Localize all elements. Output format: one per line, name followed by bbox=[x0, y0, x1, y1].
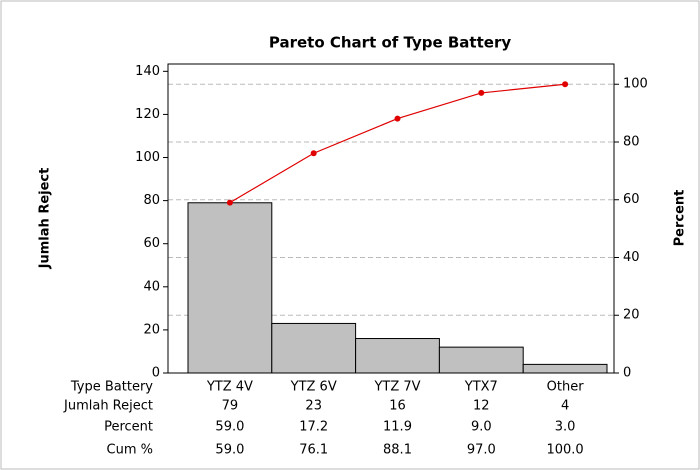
table-row-label: Cum % bbox=[107, 443, 153, 458]
y-tick-label: 80 bbox=[143, 193, 160, 208]
y2-axis-label: Percent bbox=[673, 190, 688, 247]
y-tick-label: 60 bbox=[143, 236, 160, 251]
table-cell: 16 bbox=[389, 399, 406, 414]
table-cell: 23 bbox=[305, 399, 322, 414]
table-row-label: Jumlah Reject bbox=[63, 399, 153, 414]
table-cell: 76.1 bbox=[299, 443, 328, 458]
table-cell: 79 bbox=[222, 399, 239, 414]
bar bbox=[271, 322, 357, 374]
chart-title: Pareto Chart of Type Battery bbox=[269, 34, 511, 52]
bar bbox=[355, 338, 440, 374]
x-tick-label: YTZ 4V bbox=[206, 380, 253, 395]
y-tick-label: 100 bbox=[135, 150, 160, 165]
x-tick-label: YTZ 7V bbox=[373, 380, 420, 395]
table-cell: 3.0 bbox=[555, 420, 576, 435]
y2-tick-label: 80 bbox=[623, 134, 640, 149]
table-cell: 17.2 bbox=[299, 420, 328, 435]
table-cell: 100.0 bbox=[546, 443, 583, 458]
table-cell: 88.1 bbox=[383, 443, 412, 458]
plot-frame bbox=[167, 63, 615, 374]
table-row-label: Type Battery bbox=[70, 380, 153, 395]
table-cell: 59.0 bbox=[215, 420, 244, 435]
table-cell: 9.0 bbox=[471, 420, 492, 435]
table-cell: 59.0 bbox=[215, 443, 244, 458]
table-cell: 12 bbox=[473, 399, 490, 414]
y-tick-label: 20 bbox=[143, 322, 160, 337]
cumulative-point bbox=[394, 115, 401, 122]
y-tick-label: 140 bbox=[135, 64, 160, 79]
y-tick-label: 0 bbox=[152, 366, 160, 381]
y2-tick-label: 60 bbox=[623, 192, 640, 207]
y-tick-label: 40 bbox=[143, 279, 160, 294]
x-tick-label: YTZ 6V bbox=[290, 380, 337, 395]
cumulative-point bbox=[562, 81, 569, 88]
bar bbox=[522, 363, 608, 374]
y2-tick-label: 40 bbox=[623, 250, 640, 265]
table-cell: 4 bbox=[561, 399, 569, 414]
y-axis-label: Jumlah Reject bbox=[38, 168, 53, 270]
cumulative-point bbox=[310, 150, 317, 157]
x-tick-label: YTX7 bbox=[464, 380, 498, 395]
table-cell: 97.0 bbox=[467, 443, 496, 458]
y2-tick-label: 100 bbox=[623, 77, 648, 92]
cumulative-point bbox=[226, 199, 233, 206]
y2-tick-label: 0 bbox=[623, 366, 631, 381]
y2-tick-label: 20 bbox=[623, 308, 640, 323]
cumulative-point bbox=[478, 89, 485, 96]
table-cell: 11.9 bbox=[383, 420, 412, 435]
bar bbox=[438, 346, 524, 374]
y-tick-label: 120 bbox=[135, 107, 160, 122]
table-row-label: Percent bbox=[104, 420, 153, 435]
x-tick-label: Other bbox=[547, 380, 585, 395]
bar bbox=[187, 202, 273, 374]
